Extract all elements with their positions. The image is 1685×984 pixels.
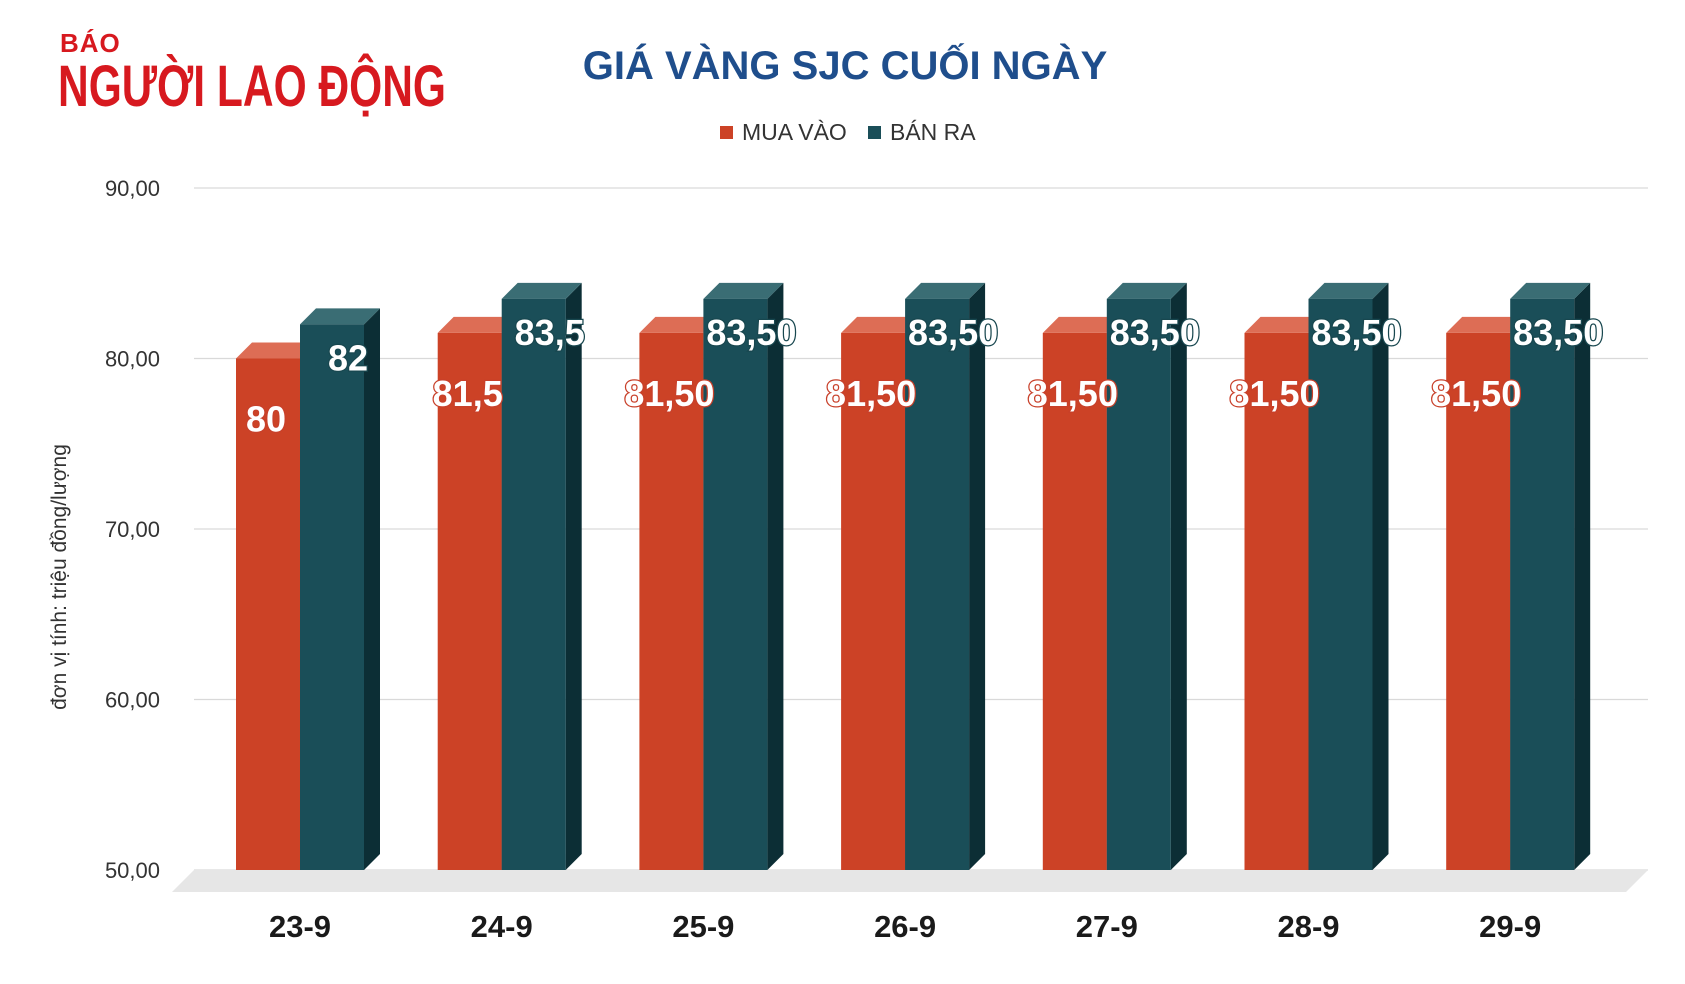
data-label: 81,50 xyxy=(826,373,916,414)
bar-top xyxy=(1106,282,1187,299)
bar-side xyxy=(364,308,380,870)
bar-top xyxy=(501,282,582,299)
logo-small-text: BÁO xyxy=(60,28,121,58)
y-axis-ticks: 90,00 80,00 70,00 60,00 50,00 xyxy=(105,176,160,883)
bar xyxy=(1106,298,1171,870)
bar xyxy=(703,298,768,870)
bar-top xyxy=(236,342,316,359)
bar-top xyxy=(300,308,380,325)
y-tick-label: 80,00 xyxy=(105,347,160,372)
legend-swatch xyxy=(868,126,881,139)
data-label: 83,50 xyxy=(1311,312,1401,353)
data-label: 83,50 xyxy=(1110,312,1200,353)
x-tick-label: 27-9 xyxy=(1076,909,1138,944)
chart-floor xyxy=(172,870,1648,892)
bar-side xyxy=(565,282,582,870)
bar-top xyxy=(437,316,518,333)
y-tick-label: 70,00 xyxy=(105,517,160,542)
x-tick-label: 25-9 xyxy=(672,909,734,944)
bar xyxy=(1446,332,1511,870)
bar-top xyxy=(841,316,922,333)
data-label: 83,50 xyxy=(1513,312,1603,353)
data-label: 83,50 xyxy=(706,312,796,353)
x-tick-label: 26-9 xyxy=(874,909,936,944)
bar-top xyxy=(639,316,720,333)
bar xyxy=(1244,332,1309,870)
chart-title: GIÁ VÀNG SJC CUỐI NGÀY xyxy=(583,42,1108,88)
bar-top xyxy=(905,282,986,299)
bar xyxy=(501,298,566,870)
bar xyxy=(905,298,970,870)
x-tick-label: 24-9 xyxy=(471,909,533,944)
legend-swatch xyxy=(720,126,733,139)
y-axis-label: đơn vị tính: triệu đồng/lượng xyxy=(48,444,71,710)
legend-label: MUA VÀO xyxy=(742,119,847,145)
data-label: 83,50 xyxy=(908,312,998,353)
bar-top xyxy=(1510,282,1591,299)
bar-top xyxy=(703,282,784,299)
floor-plane xyxy=(172,870,1648,892)
bar xyxy=(1042,332,1107,870)
bar-top xyxy=(1042,316,1123,333)
bar xyxy=(841,332,906,870)
legend: MUA VÀO BÁN RA xyxy=(720,119,976,145)
bar-side xyxy=(1170,282,1187,870)
bar xyxy=(1510,298,1575,870)
logo-big-text: NGƯỜI LAO ĐỘNG xyxy=(58,54,446,119)
x-axis-ticks: 23-9 24-9 25-9 26-9 27-9 28-9 29-9 xyxy=(269,909,1541,944)
bar xyxy=(300,324,364,870)
data-label: 81,50 xyxy=(1229,373,1319,414)
x-tick-label: 23-9 xyxy=(269,909,331,944)
bar xyxy=(1308,298,1373,870)
bar-side xyxy=(969,282,986,870)
logo: BÁO NGƯỜI LAO ĐỘNG xyxy=(58,28,446,119)
bar-side xyxy=(1372,282,1389,870)
data-labels: 80 82 81,5 83,5 81,50 83,50 81,50 83,50 81,50 83,… xyxy=(245,311,1605,441)
x-tick-label: 28-9 xyxy=(1277,909,1339,944)
bar-side xyxy=(1574,282,1591,870)
bar-top xyxy=(1244,316,1325,333)
y-tick-label: 50,00 xyxy=(105,858,160,883)
bar-top xyxy=(1446,316,1527,333)
data-label: 81,5 xyxy=(433,373,503,414)
data-label: 81,50 xyxy=(1028,373,1118,414)
bar-top xyxy=(1308,282,1389,299)
data-label: 83,5 xyxy=(515,312,585,353)
y-tick-label: 90,00 xyxy=(105,176,160,201)
y-tick-label: 60,00 xyxy=(105,688,160,713)
bar xyxy=(236,358,300,870)
bar xyxy=(639,332,704,870)
bar xyxy=(437,332,502,870)
data-label: 81,50 xyxy=(1431,373,1521,414)
data-label: 82 xyxy=(328,337,368,378)
x-tick-label: 29-9 xyxy=(1479,909,1541,944)
bars xyxy=(236,282,1591,870)
legend-label: BÁN RA xyxy=(890,119,976,145)
data-label: 81,50 xyxy=(624,373,714,414)
data-label: 80 xyxy=(246,399,286,440)
bar-side xyxy=(767,282,784,870)
